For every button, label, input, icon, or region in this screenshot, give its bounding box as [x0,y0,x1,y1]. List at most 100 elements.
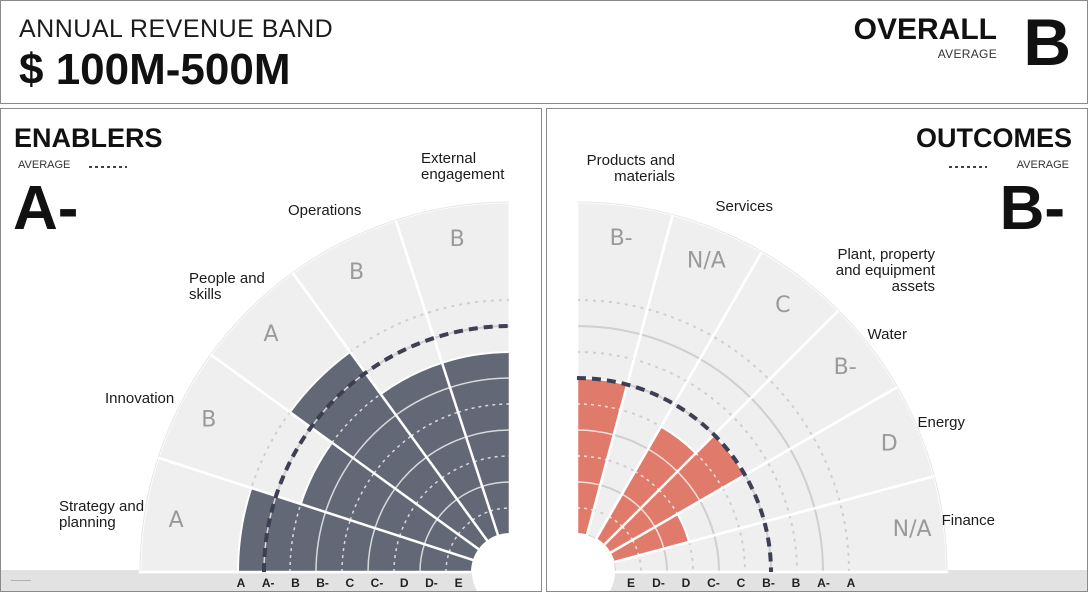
overall-label: OVERALL [853,13,997,46]
outcomes-panel: B- N/A C B- D N/A E D- D C- C B- B A- A OUTCOMES AVERAGE… [546,108,1088,592]
overall-grade: B [1023,5,1071,79]
enablers-title: ENABLERS [14,123,163,153]
axis-tick-label: A- [262,576,275,590]
bar-ring [449,377,511,389]
bar-ring [394,456,427,489]
category-grade: N/A [687,249,726,274]
category-grade: B- [834,355,857,380]
category-spoke [291,271,489,542]
category-label: materials [614,168,675,185]
bar-ring [367,527,376,573]
category-spoke [602,309,840,547]
axis-tick-label: B [291,576,300,590]
grade-ring [576,403,746,573]
average-arc [576,376,773,573]
axis-tick-label: D- [425,576,438,590]
revenue-band-value: $ 100M-500M [19,45,291,94]
enablers-average-grade: A- [13,174,78,243]
outcomes-average-grade: B- [1000,174,1065,243]
average-arc [262,324,511,573]
category-label: Strategy and [59,498,144,515]
axis-tick-label: C- [707,576,720,590]
bar-ring [426,436,467,458]
enablers-axis-bar [1,570,541,591]
category-label: Services [715,198,773,215]
category-spoke [209,353,480,551]
category-label: Innovation [105,390,174,407]
category-spoke [157,456,475,562]
category-label: Energy [917,414,965,431]
axis-tick-label: A- [817,576,830,590]
category-label: engagement [421,166,505,183]
category-label: Plant, property [837,246,935,263]
bar-ring [395,386,451,416]
category-label: planning [59,514,116,531]
bar-ring [349,472,375,521]
axis-bar-mark [11,580,31,581]
category-grade: B- [610,226,633,251]
bar-ring [341,519,351,573]
category-label: Products and [587,152,675,169]
category-label: and equipment [836,262,936,279]
axis-tick-label: A [847,576,856,590]
overall-average-label: AVERAGE [937,47,997,61]
category-label: assets [892,278,935,295]
axis-tick-label: D [682,576,691,590]
category-grade: A [169,508,184,533]
category-spoke [613,475,935,564]
enablers-average-label: AVERAGE [18,159,70,171]
enablers-panel: A B A B B A A- B B- C C- D D- E ENABLERS AVERAGE A- Strat… [0,108,542,592]
bar-ring [331,393,382,444]
bar-ring [465,429,511,438]
axis-tick-label: A [237,576,246,590]
axis-tick-label: C [345,576,354,590]
category-grade: B [201,408,216,433]
revenue-header: ANNUAL REVENUE BAND $ 100M-500M OVERALL … [0,0,1088,104]
category-label: Operations [288,202,361,219]
axis-tick-label: E [455,576,463,590]
axis-tick-label: B [792,576,801,590]
bar-ring [410,411,459,437]
category-label: Water [868,326,907,343]
bar-ring [352,414,397,459]
enablers-chart: A B A B B A A- B B- C C- D D- E ENABLERS AVERAGE A- Strat… [13,123,541,591]
category-grade: D [881,432,898,457]
axis-tick-label: D- [652,576,665,590]
bar-ring [457,403,511,413]
outer-ring [139,201,511,573]
grade-ring [576,351,798,573]
bar-ring [576,403,621,411]
axis-tick-label: D [400,576,409,590]
category-spoke [609,385,899,555]
outcomes-axis-bar [547,570,1087,591]
category-grade: B [450,227,465,252]
category-grade: C [775,293,790,318]
bar-ring [373,435,412,474]
category-label: External [421,150,476,167]
center-hole [547,534,615,591]
category-label: skills [189,286,222,303]
category-spoke [585,214,674,536]
bar-ring [289,503,302,573]
outcomes-title: OUTCOMES [916,123,1072,153]
category-spoke [394,219,500,537]
axis-tick-label: E [627,576,635,590]
bar-ring [315,511,327,573]
category-spoke [594,250,764,540]
category-grade: N/A [893,517,932,542]
revenue-band-label: ANNUAL REVENUE BAND [19,15,334,43]
axis-tick-label: B- [762,576,775,590]
category-grade: A [263,322,278,347]
center-hole [472,534,541,591]
category-label: People and [189,270,265,287]
category-label: Finance [942,512,995,529]
bar-ring [695,452,724,489]
category-grade: B [349,260,364,285]
outcomes-chart: B- N/A C B- D N/A E D- D C- C B- B A- A OUTCOMES AVERAGE… [547,123,1072,591]
axis-tick-label: B- [316,576,329,590]
axis-tick-label: C- [371,576,384,590]
bar-ring [324,457,354,513]
axis-tick-label: C [737,576,746,590]
bar-ring [374,488,396,529]
outcomes-average-label: AVERAGE [1017,159,1069,171]
